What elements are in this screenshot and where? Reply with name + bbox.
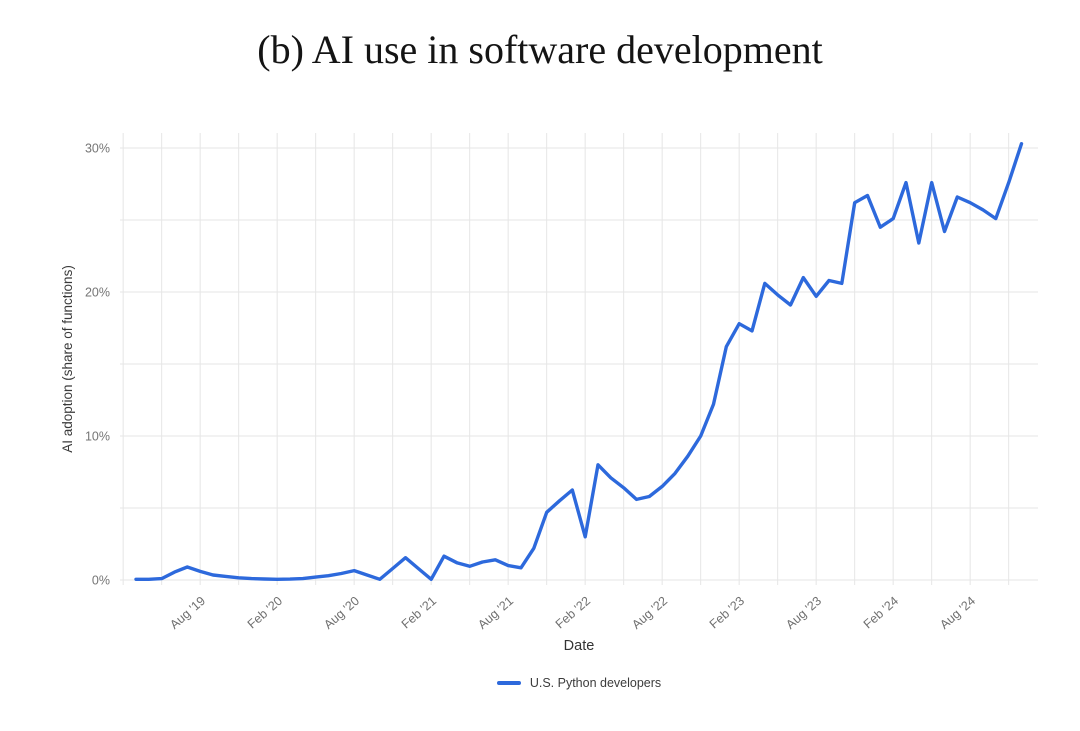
y-tick-label: 30% <box>85 142 110 156</box>
x-tick-label: Aug '22 <box>629 594 670 632</box>
x-tick-label: Aug '21 <box>475 594 516 632</box>
figure-title: (b) AI use in software development <box>257 27 823 72</box>
x-tick-label: Feb '20 <box>245 594 285 632</box>
x-axis-title: Date <box>564 638 595 654</box>
y-axis-tick-labels: 0% 10% 20% 30% <box>85 142 110 588</box>
series-lines <box>134 141 1024 581</box>
x-tick-label: Aug '19 <box>167 594 208 632</box>
x-tick-label: Feb '23 <box>707 594 747 632</box>
plot-gridlines <box>120 133 1038 585</box>
legend-label: U.S. Python developers <box>529 676 662 690</box>
x-tick-label: Aug '20 <box>321 594 362 632</box>
legend-line-swatch <box>496 681 521 685</box>
x-tick-label: Aug '23 <box>783 594 824 632</box>
x-tick-label: Feb '21 <box>399 594 439 632</box>
y-tick-label: 10% <box>85 430 110 444</box>
x-tick-label: Feb '24 <box>861 594 901 632</box>
x-axis-tick-labels: Aug '19 Feb '20 Aug '20 Feb '21 Aug '21 Feb '… <box>167 594 978 632</box>
y-tick-label: 20% <box>85 286 110 300</box>
y-tick-label: 0% <box>92 574 110 588</box>
series-line-us-python-developers <box>134 141 1024 581</box>
x-tick-label: Feb '22 <box>553 594 593 632</box>
legend: U.S. Python developers <box>120 676 1038 690</box>
y-axis-title: AI adoption (share of functions) <box>60 265 75 453</box>
x-tick-label: Aug '24 <box>937 594 978 632</box>
